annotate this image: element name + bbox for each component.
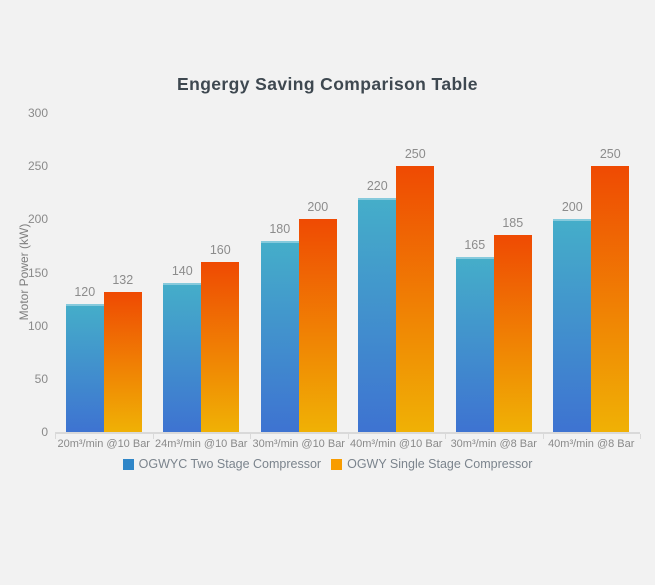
bar-group: 200 250 <box>543 113 641 432</box>
bar-group: 140 160 <box>153 113 251 432</box>
legend-label: OGWY Single Stage Compressor <box>347 457 533 471</box>
bar-single-stage: 185 <box>493 216 532 432</box>
x-axis-labels: 20m³/min @10 Bar 24m³/min @10 Bar 30m³/min… <box>55 438 640 450</box>
bar-two-stage: 165 <box>455 238 494 432</box>
bar-two-stage: 140 <box>163 264 202 432</box>
x-tickmark <box>542 434 544 439</box>
y-tick-label: 0 <box>41 425 48 439</box>
bar-value-label: 180 <box>269 222 291 236</box>
chart-legend: OGWYC Two Stage Compressor OGWY Single St… <box>0 457 655 471</box>
legend-item-single-stage: OGWY Single Stage Compressor <box>331 457 532 471</box>
bar-single-stage: 250 <box>591 147 630 432</box>
bar-value-label: 165 <box>464 238 486 252</box>
bar-group: 165 185 <box>445 113 543 432</box>
bar-value-label: 185 <box>502 216 524 230</box>
bar-value-label: 250 <box>404 147 426 161</box>
bar-value-label: 140 <box>171 264 193 278</box>
bar-pair: 140 160 <box>163 243 240 432</box>
y-tick-label: 250 <box>27 159 48 174</box>
bar-two-stage: 180 <box>260 222 299 432</box>
bar-value-label: 220 <box>366 179 388 193</box>
y-tick-label: 100 <box>27 318 48 333</box>
x-category-label: 24m³/min @10 Bar <box>155 438 248 450</box>
bar-value-label: 250 <box>599 147 621 161</box>
bar-two-stage: 220 <box>358 179 397 432</box>
bar-single-stage: 132 <box>103 273 142 432</box>
bar-single-stage: 200 <box>298 200 337 432</box>
legend-swatch-icon <box>122 458 134 470</box>
bar-value-label: 200 <box>307 200 329 214</box>
bar-pair: 120 132 <box>65 273 142 432</box>
y-tick-label: 50 <box>34 371 48 386</box>
x-category-label: 20m³/min @10 Bar <box>57 438 150 450</box>
bar-pair: 200 250 <box>553 147 630 432</box>
bar-pair: 165 185 <box>455 216 532 432</box>
bar-group: 120 132 <box>55 113 153 432</box>
bar-value-label: 132 <box>112 273 134 287</box>
x-tickmark <box>445 434 446 439</box>
y-tick-label: 300 <box>27 106 48 120</box>
bar-single-stage: 250 <box>396 147 435 432</box>
bar-value-label: 120 <box>74 285 96 299</box>
x-tickmark <box>347 434 349 439</box>
bar-single-stage: 160 <box>201 243 240 432</box>
bar-value-label: 200 <box>561 200 583 214</box>
x-tickmark <box>152 434 154 439</box>
bar-group: 180 200 <box>250 113 348 432</box>
plot-area: 120 132 140 160 180 200 220 250 165 185 200 250 <box>55 113 640 434</box>
x-category-label: 30m³/min @10 Bar <box>252 438 345 450</box>
chart-title: Engergy Saving Comparison Table <box>177 74 478 94</box>
x-category-label: 40m³/min @10 Bar <box>350 438 443 450</box>
y-tick-label: 200 <box>27 212 48 227</box>
bar-two-stage: 120 <box>65 285 104 432</box>
bar-group: 220 250 <box>348 113 446 432</box>
bar-two-stage: 200 <box>553 200 592 432</box>
bar-value-label: 160 <box>209 243 231 257</box>
y-tick-label: 150 <box>27 265 48 280</box>
y-axis-ticks: 0 50 100 150 200 250 300 <box>0 106 48 439</box>
bar-pair: 180 200 <box>260 200 337 432</box>
bar-pair: 220 250 <box>358 147 435 432</box>
legend-swatch-icon <box>331 458 343 470</box>
legend-label: OGWYC Two Stage Compressor <box>138 457 322 471</box>
x-tickmark <box>250 434 251 439</box>
x-tickmark <box>55 434 56 439</box>
x-tickmark <box>640 434 641 439</box>
legend-item-two-stage: OGWYC Two Stage Compressor <box>122 457 322 471</box>
x-category-label: 30m³/min @8 Bar <box>450 438 537 450</box>
x-category-label: 40m³/min @8 Bar <box>548 438 635 450</box>
